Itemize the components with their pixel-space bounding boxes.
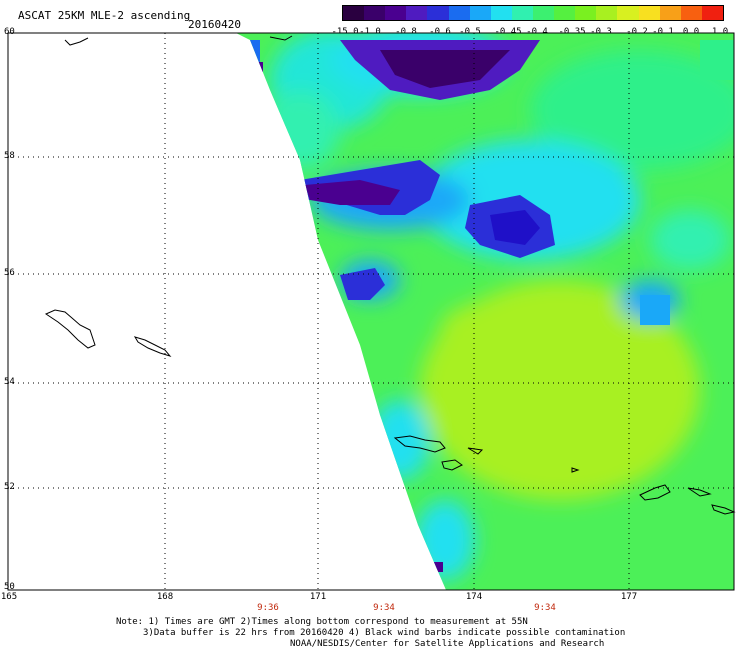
cb-label: -0.4: [526, 27, 548, 37]
cb-label: -0.8: [395, 27, 417, 37]
lat-label: 58: [4, 151, 15, 161]
cb-label: -0.2: [626, 27, 648, 37]
cb-label: -0.5: [459, 27, 481, 37]
lon-label: 168: [156, 592, 174, 602]
footer-note: Note: 1) Times are GMT 2)Times along bot…: [116, 617, 528, 627]
color-scale-bar: [342, 5, 724, 21]
cb-label: -0.35: [558, 27, 586, 37]
lon-label: 174: [465, 592, 483, 602]
color-scale-segment: [596, 6, 618, 20]
cb-label: 1.0: [711, 27, 729, 37]
lat-label: 50: [4, 582, 15, 592]
footer-note: 3)Data buffer is 22 hrs from 20160420 4)…: [143, 628, 626, 638]
time-label: 9:36: [257, 603, 279, 613]
cb-label: -0.3: [590, 27, 612, 37]
color-scale-segment: [638, 6, 660, 20]
color-scale-segment: [701, 6, 723, 20]
color-scale-segment: [490, 6, 512, 20]
lon-label: 171: [309, 592, 327, 602]
coastlines: [44, 35, 736, 515]
color-scale-segment: [385, 6, 407, 20]
color-scale-segment: [617, 6, 639, 20]
color-scale-segment: [469, 6, 491, 20]
lon-label: 177: [620, 592, 638, 602]
lat-label: 52: [4, 482, 15, 492]
map-title: ASCAT 25KM MLE-2 ascending: [18, 9, 191, 22]
cb-label: -0.6: [429, 27, 451, 37]
lon-label: 165: [0, 592, 18, 602]
graticule: [8, 33, 734, 590]
color-scale-segment: [680, 6, 702, 20]
map-date: 20160420: [188, 18, 241, 31]
color-scale-segment: [427, 6, 449, 20]
color-scale-segment: [659, 6, 681, 20]
color-scale-segment: [448, 6, 470, 20]
time-label: 9:34: [373, 603, 395, 613]
footer-credit: NOAA/NESDIS/Center for Satellite Applica…: [290, 639, 605, 649]
lat-label: 54: [4, 377, 15, 387]
wind-swath: [236, 33, 734, 590]
color-scale-segment: [406, 6, 428, 20]
time-label: 9:34: [534, 603, 556, 613]
color-scale-segment: [511, 6, 533, 20]
color-scale-segment: [343, 6, 365, 20]
color-scale-segment: [532, 6, 555, 20]
map-frame: [7, 32, 735, 591]
cb-label: -1.0: [359, 27, 381, 37]
color-scale-labels: -15.0 -1.0 -0.8 -0.6 -0.5 -0.45 -0.4 -0.…: [331, 27, 732, 39]
cb-label: 0.0: [682, 27, 700, 37]
cb-label: -15.0: [331, 27, 359, 37]
color-scale-segment: [575, 6, 597, 20]
cb-label: -0.1: [652, 27, 674, 37]
color-scale-segment: [554, 6, 576, 20]
lat-label: 56: [4, 268, 15, 278]
cb-label: -0.45: [494, 27, 522, 37]
color-scale-segment: [364, 6, 386, 20]
lat-label: 60: [4, 27, 15, 37]
